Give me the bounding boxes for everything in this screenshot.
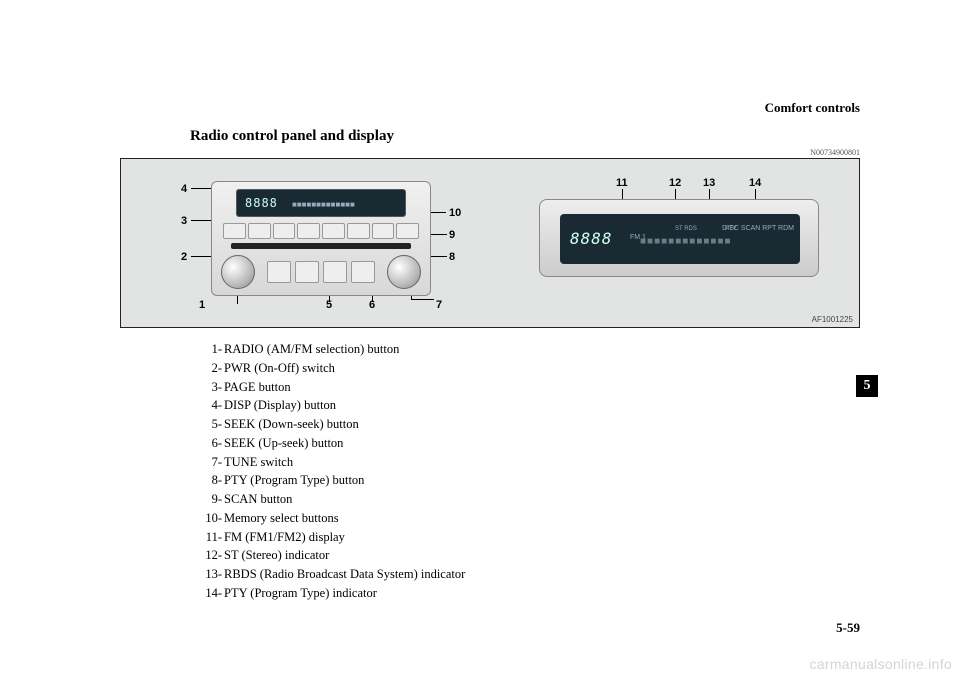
legend-item: 4-DISP (Display) button xyxy=(202,396,465,415)
legend-item: 2-PWR (On-Off) switch xyxy=(202,359,465,378)
seek-down-button[interactable] xyxy=(323,261,347,283)
memory-button[interactable] xyxy=(297,223,320,239)
legend-item: 9-SCAN button xyxy=(202,490,465,509)
page-title: Radio control panel and display xyxy=(190,128,394,145)
legend-item: 1-RADIO (AM/FM selection) button xyxy=(202,340,465,359)
mid-button-row xyxy=(267,261,375,283)
memory-button[interactable] xyxy=(347,223,370,239)
leader-7h xyxy=(411,299,434,300)
legend-item: 13-RBDS (Radio Broadcast Data System) in… xyxy=(202,565,465,584)
legend-item: 6-SEEK (Up-seek) button xyxy=(202,434,465,453)
radio-unit: 8888 ■■■■■■■■■■■■■ xyxy=(211,181,431,296)
pwr-knob[interactable] xyxy=(221,255,255,289)
radio-blocks: ■■■■■■■■■■■■■ xyxy=(292,200,355,209)
tune-knob[interactable] xyxy=(387,255,421,289)
legend-item: 10-Memory select buttons xyxy=(202,509,465,528)
legend-item: 8-PTY (Program Type) button xyxy=(202,471,465,490)
figure-code: AF1001225 xyxy=(812,315,853,324)
radio-button[interactable] xyxy=(267,261,291,283)
section-header: Comfort controls xyxy=(765,100,860,116)
memory-button[interactable] xyxy=(248,223,271,239)
legend-item: 11-FM (FM1/FM2) display xyxy=(202,528,465,547)
page-number: 5-59 xyxy=(836,620,860,636)
callout-7: 7 xyxy=(436,299,442,311)
callout-11: 11 xyxy=(616,177,628,189)
callout-1: 1 xyxy=(199,299,205,311)
callout-14: 14 xyxy=(749,177,761,189)
cd-slot xyxy=(231,243,411,249)
display-unit: 8888 FM 1 ST RDS PTY ■■■■■■■■■■■■■ DISC … xyxy=(539,199,819,277)
memory-button[interactable] xyxy=(372,223,395,239)
callout-9: 9 xyxy=(449,229,455,241)
document-number: N00734900801 xyxy=(810,148,860,157)
display-screen: 8888 FM 1 ST RDS PTY ■■■■■■■■■■■■■ DISC … xyxy=(560,214,800,264)
cd-button[interactable] xyxy=(295,261,319,283)
display-right-icons: DISC SCAN RPT RDM xyxy=(722,224,794,234)
st-rds-indicator: ST RDS xyxy=(675,226,697,232)
memory-button-row xyxy=(223,223,419,239)
chapter-tab: 5 xyxy=(856,375,878,397)
callout-10: 10 xyxy=(449,207,461,219)
radio-digits: 8888 xyxy=(245,196,278,210)
callout-4: 4 xyxy=(181,183,187,195)
display-digits: 8888 xyxy=(570,229,613,248)
legend-list: 1-RADIO (AM/FM selection) button 2-PWR (… xyxy=(202,340,465,603)
callout-3: 3 xyxy=(181,215,187,227)
memory-button[interactable] xyxy=(223,223,246,239)
display-blocks: ■■■■■■■■■■■■■ xyxy=(640,236,732,247)
watermark: carmanualsonline.info xyxy=(810,656,953,672)
legend-item: 5-SEEK (Down-seek) button xyxy=(202,415,465,434)
callout-8: 8 xyxy=(449,251,455,263)
seek-up-button[interactable] xyxy=(351,261,375,283)
radio-screen: 8888 ■■■■■■■■■■■■■ xyxy=(236,189,406,217)
legend-item: 7-TUNE switch xyxy=(202,453,465,472)
legend-item: 12-ST (Stereo) indicator xyxy=(202,546,465,565)
callout-13: 13 xyxy=(703,177,715,189)
legend-item: 14-PTY (Program Type) indicator xyxy=(202,584,465,603)
callout-12: 12 xyxy=(669,177,681,189)
memory-button[interactable] xyxy=(322,223,345,239)
legend-item: 3-PAGE button xyxy=(202,378,465,397)
memory-button[interactable] xyxy=(396,223,419,239)
figure-box: 4 3 2 1 5 6 7 8 9 10 8888 ■■■■■■■■■■■■■ xyxy=(120,158,860,328)
memory-button[interactable] xyxy=(273,223,296,239)
callout-2: 2 xyxy=(181,251,187,263)
